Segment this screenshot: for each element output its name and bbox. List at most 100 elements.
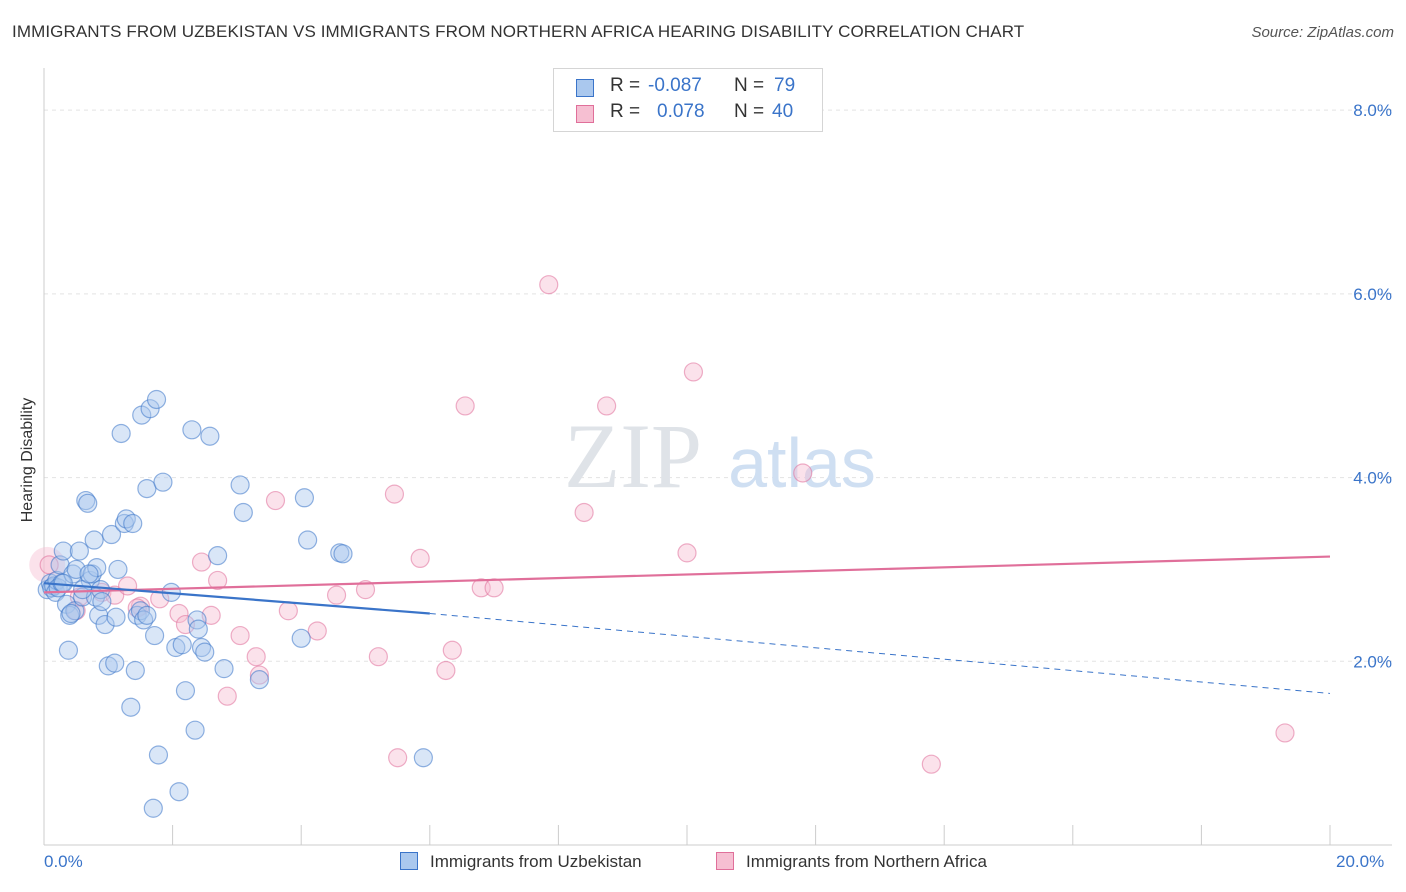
pink-series [29, 275, 1295, 774]
blue-point [84, 530, 104, 550]
blue-point [175, 681, 196, 701]
pink-n-value: 40 [772, 101, 794, 122]
blue-point [79, 564, 99, 584]
blue-point [208, 546, 228, 566]
blue-point [188, 619, 208, 639]
blue-point [169, 782, 189, 802]
stats-box: R = -0.087 N = 79 R = 0.078 N = 40 [553, 68, 823, 132]
x-tick-label-max: 20.0% [1336, 852, 1385, 871]
blue-point [92, 591, 112, 612]
pink-point [265, 490, 286, 511]
pink-point [539, 275, 559, 295]
blue-point [233, 502, 253, 523]
pink-r-label: R = [610, 101, 641, 122]
pink-n-label: N = [734, 101, 765, 122]
y-tick-label: 2.0% [1353, 652, 1392, 671]
blue-point [137, 478, 157, 499]
pink-point [230, 625, 250, 646]
pink-point [455, 396, 475, 416]
blue-r-value: -0.087 [648, 75, 702, 96]
pink-point [355, 580, 376, 600]
blue-trend-line [43, 582, 430, 615]
blue-point [249, 670, 270, 690]
blue-point [200, 426, 220, 446]
blue-point [61, 603, 81, 624]
source-label: Source: ZipAtlas.com [1251, 24, 1394, 41]
blue-point [108, 559, 128, 580]
pink-point [1275, 723, 1295, 743]
blue-point [413, 748, 433, 768]
pink-point [169, 603, 189, 624]
watermark: ZIP atlas [564, 405, 876, 507]
blue-point [333, 544, 353, 564]
blue-point [78, 493, 98, 513]
pink-point [793, 463, 813, 483]
pink-point [117, 576, 138, 596]
blue-point [106, 607, 126, 627]
legend-item-northern-africa[interactable]: Immigrants from Northern Africa [716, 852, 987, 872]
pink-point [191, 552, 212, 572]
pink-point [201, 605, 221, 625]
blue-point [195, 642, 215, 662]
legend-item-uzbekistan[interactable]: Immigrants from Uzbekistan [400, 852, 642, 872]
grid-lines [44, 109, 1392, 662]
blue-point [69, 541, 89, 561]
blue-point [125, 660, 145, 681]
pink-point [683, 362, 704, 382]
blue-point [230, 475, 250, 495]
watermark-atlas: atlas [728, 424, 876, 502]
blue-point [294, 488, 315, 508]
blue-point [95, 614, 115, 635]
pink-point [574, 502, 594, 523]
blue-n-value: 79 [774, 75, 796, 96]
blue-point [146, 389, 167, 410]
blue-point [87, 557, 107, 578]
pink-point [484, 578, 504, 598]
pink-point [597, 396, 617, 416]
pink-point [368, 647, 388, 667]
pink-point [246, 647, 266, 667]
y-tick-label: 4.0% [1353, 469, 1392, 488]
blue-trend-line-extension [429, 613, 1331, 694]
pink-point [677, 543, 697, 563]
blue-n-label: N = [734, 75, 765, 96]
blue-point [58, 640, 79, 660]
pink-swatch [576, 105, 594, 123]
axes [43, 68, 1392, 846]
pink-point [921, 754, 941, 774]
x-tick-label-min: 0.0% [44, 852, 83, 871]
blue-point [111, 423, 131, 444]
blue-point [172, 635, 192, 655]
pink-point [388, 748, 408, 768]
blue-point [76, 490, 96, 511]
blue-point [123, 513, 143, 534]
blue-point [121, 697, 141, 717]
blue-swatch [576, 79, 594, 97]
pink-point [410, 548, 430, 569]
blue-point [291, 628, 311, 648]
blue-point [298, 530, 318, 550]
y-tick-label: 6.0% [1353, 285, 1392, 304]
blue-point [53, 541, 73, 561]
legend-swatch-blue [400, 852, 418, 870]
y-tick-labels: 2.0% 4.0% 6.0% 8.0% [1353, 101, 1392, 671]
blue-series [37, 389, 433, 818]
blue-r-label: R = [610, 75, 641, 96]
blue-point [144, 625, 165, 646]
blue-point [153, 472, 173, 492]
legend-label-pink: Immigrants from Northern Africa [746, 852, 987, 871]
pink-point [127, 598, 147, 618]
pink-point [208, 570, 228, 591]
watermark-zip: ZIP [564, 405, 702, 507]
pink-point [326, 585, 347, 605]
legend-label-blue: Immigrants from Uzbekistan [430, 852, 642, 871]
pink-r-value: 0.078 [657, 101, 705, 122]
pink-point [249, 665, 270, 685]
blue-point [101, 524, 122, 545]
pink-point [436, 660, 456, 681]
legend-swatch-pink [716, 852, 734, 870]
pink-trend-line [43, 555, 1331, 594]
blue-point [137, 605, 157, 625]
blue-point [185, 720, 205, 740]
